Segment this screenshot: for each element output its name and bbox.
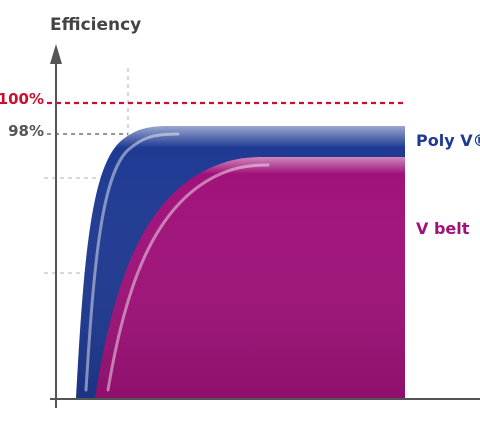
series-highlight-poly-v-belt [84,132,180,392]
y-tick-label-100: 100% [0,90,44,108]
series-label-poly-v-belt: Poly V® belt [416,131,480,150]
y-axis-arrow-icon [50,44,62,64]
series-highlight-v-belt [106,163,270,392]
series-gloss-v-belt [95,157,405,398]
y-tick-label-98: 98% [8,122,44,140]
y-axis-title: Efficiency [50,15,141,35]
y-tick-lines [47,101,404,135]
series-label-v-belt: V belt [416,219,470,238]
